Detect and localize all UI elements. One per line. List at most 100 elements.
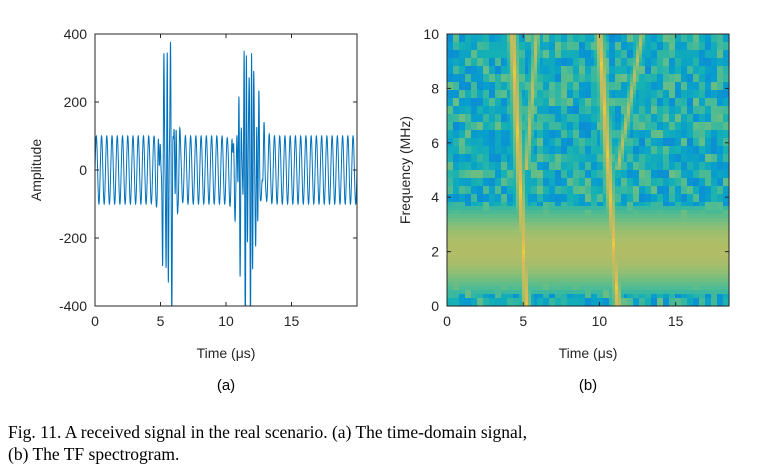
heatmap-cell <box>657 90 661 95</box>
heatmap-cell <box>447 186 451 191</box>
heatmap-cell <box>657 194 661 199</box>
heatmap-cell <box>570 90 574 95</box>
heatmap-cell <box>462 110 466 115</box>
heatmap-cell <box>645 114 649 119</box>
heatmap-cell <box>603 170 607 175</box>
heatmap-cell <box>681 238 685 243</box>
heatmap-cell <box>555 242 559 247</box>
heatmap-cell <box>474 218 478 223</box>
heatmap-cell <box>585 218 589 223</box>
heatmap-cell <box>699 94 703 99</box>
heatmap-cell <box>726 126 730 131</box>
heatmap-cell <box>714 82 718 87</box>
heatmap-cell <box>600 82 604 87</box>
heatmap-cell <box>699 186 703 191</box>
heatmap-cell <box>657 230 661 235</box>
heatmap-cell <box>576 226 580 231</box>
heatmap-cell <box>705 218 709 223</box>
heatmap-cell <box>477 102 481 107</box>
heatmap-cell <box>684 182 688 187</box>
heatmap-cell <box>600 86 604 91</box>
heatmap-cell <box>531 174 535 179</box>
heatmap-cell <box>588 218 592 223</box>
heatmap-cell <box>495 134 499 139</box>
heatmap-cell <box>681 142 685 147</box>
heatmap-cell <box>549 142 553 147</box>
heatmap-cell <box>522 242 526 247</box>
heatmap-cell <box>702 106 706 111</box>
heatmap-cell <box>720 110 724 115</box>
heatmap-cell <box>540 94 544 99</box>
heatmap-cell <box>726 190 730 195</box>
heatmap-cell <box>699 42 703 47</box>
heatmap-cell <box>645 94 649 99</box>
heatmap-cell <box>486 206 490 211</box>
heatmap-cell <box>477 134 481 139</box>
heatmap-cell <box>567 86 571 91</box>
heatmap-cell <box>498 210 502 215</box>
heatmap-cell <box>696 158 700 163</box>
heatmap-cell <box>630 62 634 67</box>
heatmap-cell <box>705 74 709 79</box>
heatmap-cell <box>603 134 607 139</box>
heatmap-cell <box>603 62 607 67</box>
heatmap-cell <box>456 38 460 43</box>
heatmap-cell <box>723 170 727 175</box>
heatmap-cell <box>651 106 655 111</box>
heatmap-cell <box>546 126 550 131</box>
heatmap-cell <box>492 158 496 163</box>
heatmap-cell <box>606 194 610 199</box>
heatmap-cell <box>705 138 709 143</box>
heatmap-cell <box>513 82 517 87</box>
heatmap-cell <box>612 66 616 71</box>
heatmap-cell <box>516 98 520 103</box>
heatmap-cell <box>663 166 667 171</box>
heatmap-cell <box>699 214 703 219</box>
heatmap-cell <box>510 130 514 135</box>
heatmap-cell <box>537 182 541 187</box>
heatmap-cell <box>624 146 628 151</box>
heatmap-cell <box>516 78 520 83</box>
heatmap-cell <box>591 46 595 51</box>
heatmap-cell <box>666 102 670 107</box>
heatmap-cell <box>678 218 682 223</box>
heatmap-cell <box>492 74 496 79</box>
heatmap-cell <box>555 158 559 163</box>
heatmap-cell <box>588 190 592 195</box>
heatmap-cell <box>459 190 463 195</box>
heatmap-cell <box>498 106 502 111</box>
heatmap-cell <box>687 186 691 191</box>
heatmap-cell <box>687 166 691 171</box>
heatmap-cell <box>636 94 640 99</box>
heatmap-cell <box>552 62 556 67</box>
heatmap-cell <box>690 42 694 47</box>
heatmap-cell <box>660 74 664 79</box>
heatmap-cell <box>615 114 619 119</box>
heatmap-cell <box>609 94 613 99</box>
heatmap-cell <box>648 106 652 111</box>
heatmap-cell <box>585 182 589 187</box>
heatmap-cell <box>516 110 520 115</box>
heatmap-cell <box>447 134 451 139</box>
heatmap-cell <box>585 106 589 111</box>
heatmap-cell <box>459 66 463 71</box>
heatmap-cell <box>690 54 694 59</box>
heatmap-cell <box>624 34 628 39</box>
heatmap-cell <box>675 226 679 231</box>
heatmap-cell <box>717 234 721 239</box>
heatmap-cell <box>567 70 571 75</box>
heatmap-cell <box>576 142 580 147</box>
heatmap-cell <box>522 198 526 203</box>
heatmap-cell <box>606 74 610 79</box>
heatmap-cell <box>684 162 688 167</box>
heatmap-cell <box>537 234 541 239</box>
heatmap-cell <box>558 134 562 139</box>
heatmap-cell <box>549 162 553 167</box>
heatmap-cell <box>489 138 493 143</box>
heatmap-cell <box>684 238 688 243</box>
heatmap-cell <box>561 130 565 135</box>
heatmap-cell <box>726 94 730 99</box>
heatmap-cell <box>585 42 589 47</box>
heatmap-cell <box>618 154 622 159</box>
heatmap-cell <box>564 238 568 243</box>
